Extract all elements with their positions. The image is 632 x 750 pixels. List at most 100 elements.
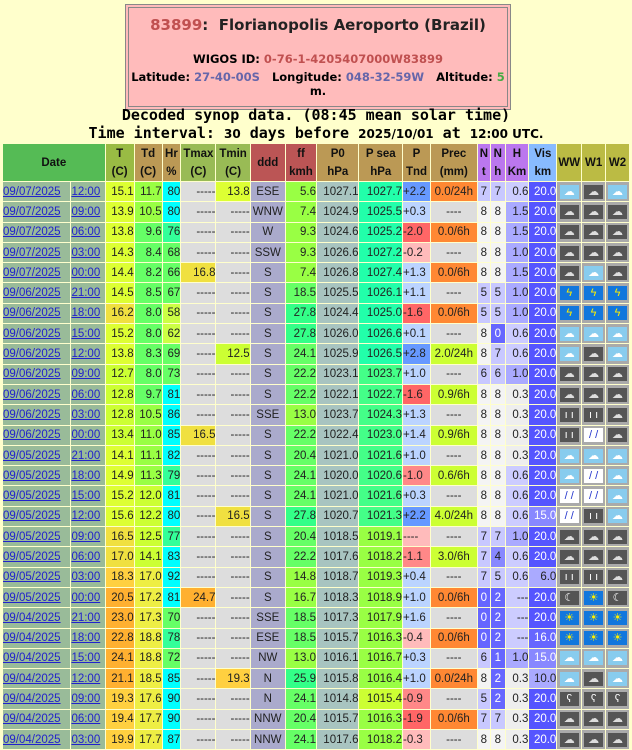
cell-time[interactable]: 03:00 xyxy=(71,730,105,750)
cell-time[interactable]: 12:00 xyxy=(71,182,105,202)
cell-date[interactable]: 09/06/2025 xyxy=(3,425,71,445)
time-link[interactable]: 21:00 xyxy=(71,287,101,300)
cell-time[interactable]: 18:00 xyxy=(71,628,105,648)
cell-date[interactable]: 09/06/2025 xyxy=(3,384,71,405)
time-link[interactable]: 03:00 xyxy=(71,408,101,421)
cell-time[interactable]: 12:00 xyxy=(71,506,105,527)
date-link[interactable]: 09/04/2025 xyxy=(3,733,61,746)
date-link[interactable]: 09/07/2025 xyxy=(3,185,61,198)
cell-time[interactable]: 03:00 xyxy=(71,242,105,263)
cell-date[interactable]: 09/04/2025 xyxy=(3,669,71,689)
cell-time[interactable]: 09:00 xyxy=(71,364,105,384)
cell-time[interactable]: 06:00 xyxy=(71,384,105,405)
time-link[interactable]: 15:00 xyxy=(71,490,101,503)
cell-date[interactable]: 09/04/2025 xyxy=(3,709,71,730)
cell-date[interactable]: 09/04/2025 xyxy=(3,628,71,648)
time-link[interactable]: 12:00 xyxy=(71,185,101,198)
date-link[interactable]: 09/06/2025 xyxy=(3,307,61,320)
cell-time[interactable]: 06:00 xyxy=(71,709,105,730)
time-link[interactable]: 00:00 xyxy=(71,266,101,279)
cell-date[interactable]: 09/05/2025 xyxy=(3,547,71,567)
cell-date[interactable]: 09/05/2025 xyxy=(3,527,71,547)
cell-time[interactable]: 00:00 xyxy=(71,425,105,445)
cell-date[interactable]: 09/04/2025 xyxy=(3,730,71,750)
time-link[interactable]: 06:00 xyxy=(71,388,101,401)
cell-time[interactable]: 21:00 xyxy=(71,283,105,303)
date-link[interactable]: 09/04/2025 xyxy=(3,713,61,726)
time-link[interactable]: 06:00 xyxy=(71,713,101,726)
date-link[interactable]: 09/05/2025 xyxy=(3,469,61,482)
cell-time[interactable]: 15:00 xyxy=(71,486,105,506)
date-link[interactable]: 09/04/2025 xyxy=(3,672,61,685)
time-link[interactable]: 09:00 xyxy=(71,693,101,706)
cell-date[interactable]: 09/04/2025 xyxy=(3,689,71,709)
cell-date[interactable]: 09/06/2025 xyxy=(3,364,71,384)
time-link[interactable]: 12:00 xyxy=(71,348,101,361)
cell-date[interactable]: 09/06/2025 xyxy=(3,303,71,324)
date-link[interactable]: 09/05/2025 xyxy=(3,510,61,523)
time-link[interactable]: 09:00 xyxy=(71,530,101,543)
cell-date[interactable]: 09/05/2025 xyxy=(3,567,71,587)
date-link[interactable]: 09/04/2025 xyxy=(3,652,61,665)
time-link[interactable]: 03:00 xyxy=(71,733,101,746)
date-link[interactable]: 09/04/2025 xyxy=(3,632,61,645)
cell-date[interactable]: 09/07/2025 xyxy=(3,202,71,222)
cell-date[interactable]: 09/06/2025 xyxy=(3,283,71,303)
time-link[interactable]: 18:00 xyxy=(71,632,101,645)
cell-time[interactable]: 03:00 xyxy=(71,567,105,587)
cell-date[interactable]: 09/05/2025 xyxy=(3,466,71,486)
time-link[interactable]: 00:00 xyxy=(71,591,101,604)
cell-date[interactable]: 09/04/2025 xyxy=(3,648,71,669)
cell-time[interactable]: 06:00 xyxy=(71,547,105,567)
cell-time[interactable]: 12:00 xyxy=(71,344,105,364)
cell-time[interactable]: 09:00 xyxy=(71,527,105,547)
date-link[interactable]: 09/06/2025 xyxy=(3,368,61,381)
cell-time[interactable]: 15:00 xyxy=(71,648,105,669)
date-link[interactable]: 09/04/2025 xyxy=(3,611,61,624)
cell-time[interactable]: 00:00 xyxy=(71,263,105,283)
date-link[interactable]: 09/07/2025 xyxy=(3,246,61,259)
time-link[interactable]: 06:00 xyxy=(71,550,101,563)
time-link[interactable]: 06:00 xyxy=(71,226,101,239)
date-link[interactable]: 09/06/2025 xyxy=(3,287,61,300)
time-link[interactable]: 18:00 xyxy=(71,307,101,320)
cell-date[interactable]: 09/06/2025 xyxy=(3,324,71,344)
time-link[interactable]: 09:00 xyxy=(71,368,101,381)
cell-time[interactable]: 09:00 xyxy=(71,202,105,222)
date-link[interactable]: 09/07/2025 xyxy=(3,205,61,218)
time-link[interactable]: 15:00 xyxy=(71,327,101,340)
time-link[interactable]: 00:00 xyxy=(71,429,101,442)
date-link[interactable]: 09/07/2025 xyxy=(3,266,61,279)
cell-time[interactable]: 03:00 xyxy=(71,405,105,425)
cell-date[interactable]: 09/04/2025 xyxy=(3,608,71,628)
time-link[interactable]: 21:00 xyxy=(71,449,101,462)
date-link[interactable]: 09/05/2025 xyxy=(3,449,61,462)
date-link[interactable]: 09/05/2025 xyxy=(3,591,61,604)
time-link[interactable]: 18:00 xyxy=(71,469,101,482)
cell-date[interactable]: 09/05/2025 xyxy=(3,486,71,506)
time-link[interactable]: 21:00 xyxy=(71,611,101,624)
date-link[interactable]: 09/05/2025 xyxy=(3,490,61,503)
cell-time[interactable]: 00:00 xyxy=(71,587,105,608)
cell-date[interactable]: 09/07/2025 xyxy=(3,222,71,242)
date-link[interactable]: 09/05/2025 xyxy=(3,571,61,584)
cell-time[interactable]: 06:00 xyxy=(71,222,105,242)
cell-date[interactable]: 09/05/2025 xyxy=(3,587,71,608)
time-link[interactable]: 12:00 xyxy=(71,510,101,523)
time-link[interactable]: 15:00 xyxy=(71,652,101,665)
time-link[interactable]: 03:00 xyxy=(71,246,101,259)
cell-date[interactable]: 09/05/2025 xyxy=(3,445,71,466)
cell-time[interactable]: 09:00 xyxy=(71,689,105,709)
date-link[interactable]: 09/05/2025 xyxy=(3,550,61,563)
date-link[interactable]: 09/05/2025 xyxy=(3,530,61,543)
cell-time[interactable]: 21:00 xyxy=(71,608,105,628)
cell-time[interactable]: 12:00 xyxy=(71,669,105,689)
date-link[interactable]: 09/06/2025 xyxy=(3,327,61,340)
date-link[interactable]: 09/06/2025 xyxy=(3,429,61,442)
time-link[interactable]: 12:00 xyxy=(71,672,101,685)
date-link[interactable]: 09/04/2025 xyxy=(3,693,61,706)
cell-date[interactable]: 09/07/2025 xyxy=(3,242,71,263)
date-link[interactable]: 09/06/2025 xyxy=(3,408,61,421)
time-link[interactable]: 09:00 xyxy=(71,205,101,218)
cell-time[interactable]: 15:00 xyxy=(71,324,105,344)
